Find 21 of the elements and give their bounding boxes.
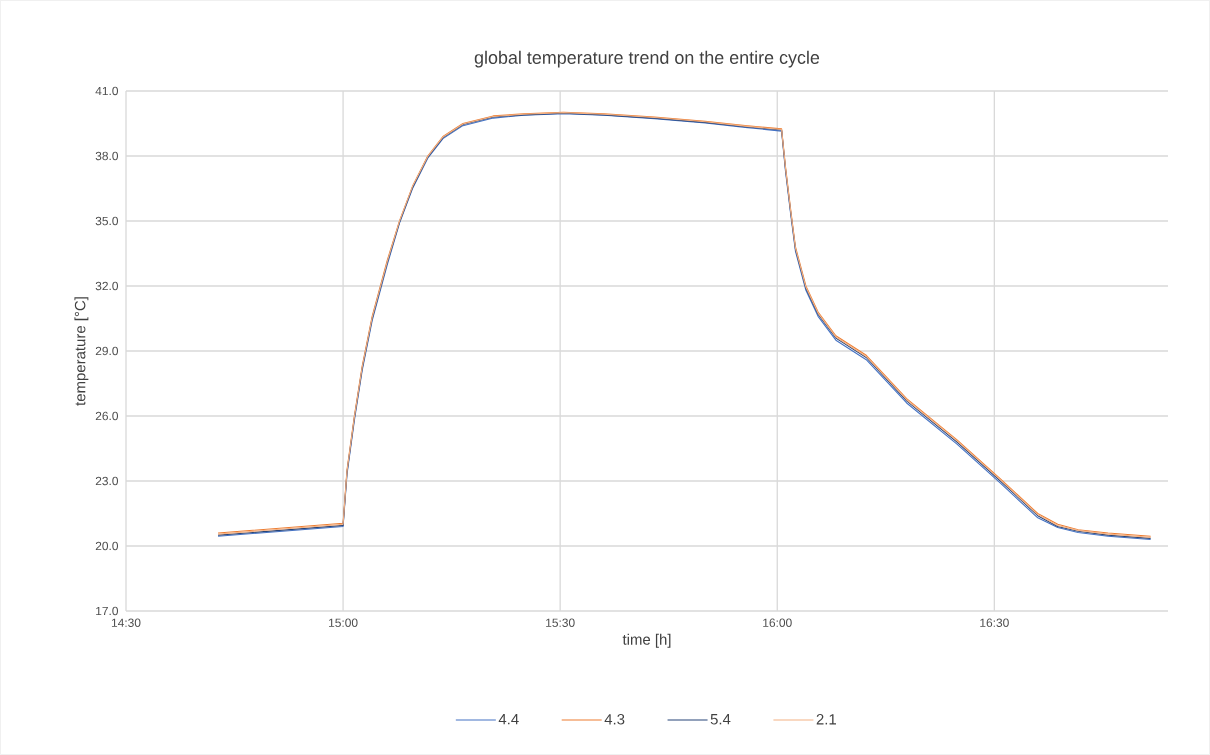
y-tick-label: 29.0 [95,346,119,356]
y-tick-label: 35.0 [95,216,119,226]
x-tick-label: 15:00 [329,618,358,627]
y-tick-label: 20.0 [95,541,119,551]
y-tick-label: 26.0 [95,411,119,421]
x-tick-label: 15:30 [546,618,575,627]
chart-title: global temperature trend on the entire cycle [474,50,820,68]
y-tick-label: 32.0 [95,281,119,291]
legend-label: 2.1 [816,713,836,725]
x-axis-title: time [h] [622,633,671,648]
legend-label: 4.4 [498,714,519,725]
y-tick-label: 17.0 [96,606,119,616]
y-axis-title: temperature [°C] [74,297,89,406]
x-tick-label: 14:30 [111,618,141,627]
x-tick-label: 16:30 [980,618,1009,627]
x-tick-label: 16:00 [763,618,792,627]
legend-label: 5.4 [710,714,731,725]
y-tick-label: 23.0 [95,476,119,486]
legend-label: 4.3 [604,713,625,725]
y-tick-label: 38.0 [95,151,119,161]
y-tick-label: 41.0 [95,86,119,96]
